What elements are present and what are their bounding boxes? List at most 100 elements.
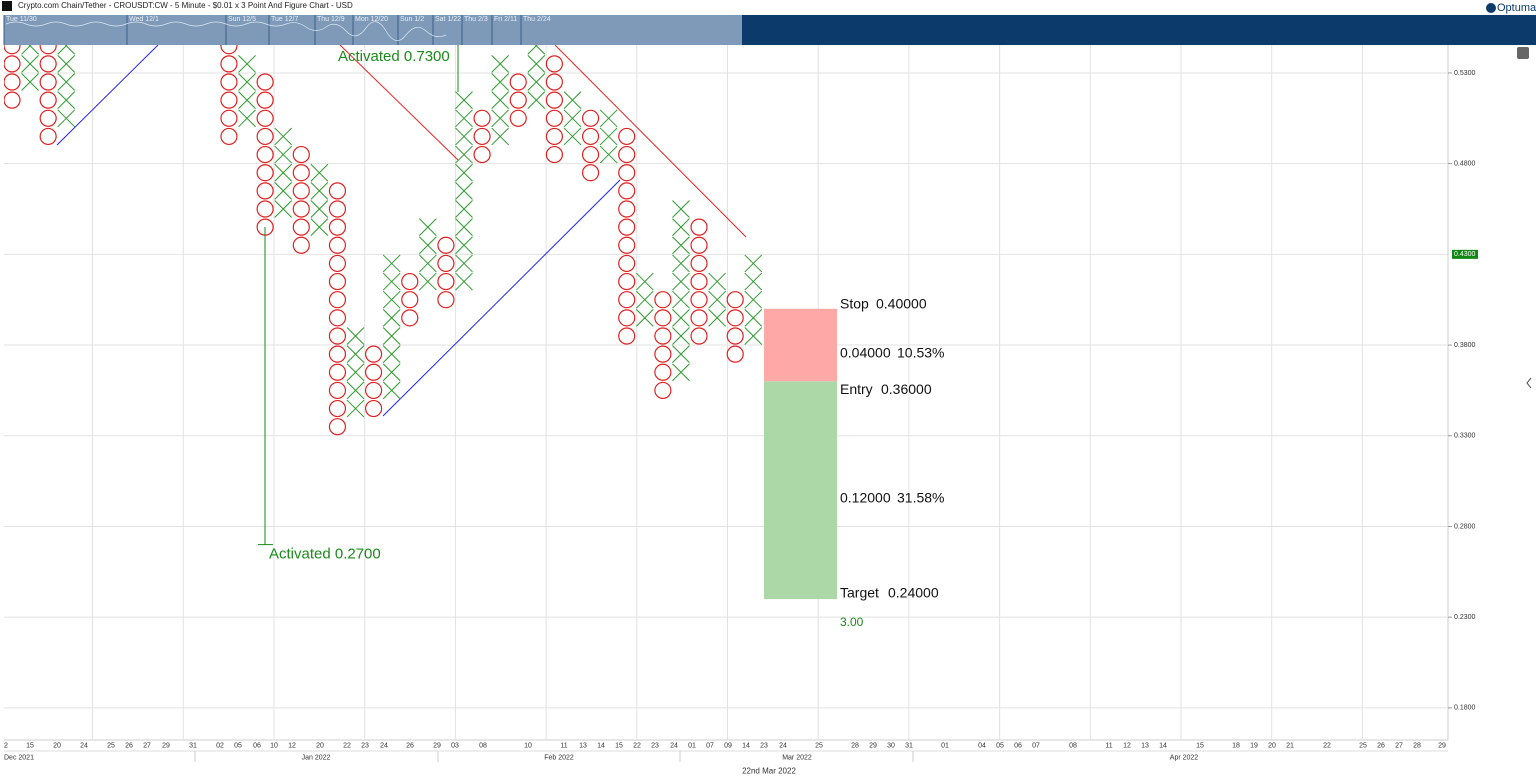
position-text: 0.40000 [876, 295, 927, 311]
o-box [401, 272, 419, 291]
x-box [346, 327, 365, 345]
o-column [256, 73, 274, 236]
x-tick-label: 29 [162, 742, 170, 749]
o-box [618, 254, 636, 273]
x-tick-label: 12 [1123, 742, 1131, 749]
o-box [365, 345, 383, 363]
o-box [545, 145, 564, 164]
o-box [509, 109, 527, 127]
x-box [382, 327, 401, 345]
position-text: Target [840, 585, 879, 601]
cursor-date: 22nd Mar 2022 [742, 767, 796, 776]
x-column [708, 272, 726, 327]
position-text: 0.12000 [840, 490, 891, 506]
x-tick-label: 10 [524, 742, 532, 749]
x-box [346, 345, 365, 363]
x-box [527, 91, 546, 110]
x-tick-label: 25 [1359, 742, 1367, 749]
lock-button[interactable] [1517, 47, 1529, 59]
o-box [328, 254, 347, 273]
o-box [365, 363, 383, 381]
o-column [328, 182, 347, 436]
o-box [256, 73, 274, 91]
o-box [4, 45, 21, 55]
x-tick-label: 11 [560, 742, 567, 749]
x-tick-label: 03 [451, 742, 459, 749]
o-box [618, 182, 636, 200]
x-tick-label: 01 [688, 742, 696, 749]
x-box [382, 363, 401, 382]
x-tick-label: 20 [53, 742, 61, 749]
x-tick-label: 23 [651, 742, 659, 749]
x-box [455, 163, 473, 182]
x-box [744, 327, 763, 345]
app-icon [2, 1, 12, 11]
x-tick-label: 24 [779, 742, 787, 749]
nav-label: Tue 11/30 [6, 16, 37, 23]
x-box [455, 254, 473, 273]
nav-sparkline [5, 21, 447, 41]
o-box [437, 254, 455, 273]
x-box [455, 91, 473, 110]
x-tick-label: 04 [978, 742, 986, 749]
o-box [726, 345, 744, 363]
x-box [672, 236, 690, 255]
o-box [220, 55, 238, 73]
side-panel-toggle[interactable] [1526, 377, 1532, 389]
x-box [346, 399, 365, 418]
nav-label: Sun 1/2 [400, 16, 424, 23]
nav-label: Fri 2/11 [494, 16, 517, 23]
x-box [382, 381, 401, 400]
o-box [581, 145, 600, 164]
month-label: Dec 2021 [4, 754, 34, 761]
x-box [491, 91, 510, 110]
position-text: Entry [840, 381, 873, 397]
x-box [635, 272, 654, 291]
o-box [690, 236, 708, 254]
x-tick-label: 23 [760, 742, 768, 749]
o-box [690, 309, 708, 327]
x-tick-label: 26 [406, 742, 414, 749]
o-column [473, 109, 491, 164]
x-box [238, 55, 256, 73]
x-tick-label: 22 [343, 742, 351, 749]
x-box [672, 218, 690, 236]
x-tick-label: 31 [189, 742, 197, 749]
x-box [744, 272, 763, 291]
o-box [256, 127, 274, 146]
o-box [328, 182, 347, 200]
position-text: 3.00 [840, 615, 864, 629]
brand-logo [1486, 3, 1496, 13]
y-tick-label: 0.5300 [1454, 70, 1476, 77]
x-box [238, 91, 256, 110]
month-label: Feb 2022 [544, 754, 574, 761]
y-tick-label: 0.2800 [1454, 523, 1476, 530]
x-box [274, 182, 293, 200]
o-column [654, 291, 672, 400]
x-box [672, 345, 690, 363]
o-box [618, 200, 636, 218]
o-box [618, 164, 636, 182]
o-box [690, 272, 708, 291]
o-box [401, 309, 419, 327]
o-box [292, 200, 310, 218]
o-box [256, 91, 274, 109]
o-box [473, 145, 491, 164]
x-tick-label: 26 [125, 742, 133, 749]
o-box [220, 73, 238, 91]
x-column [599, 109, 618, 164]
x-tick-label: 28 [851, 742, 859, 749]
x-box [708, 272, 726, 291]
x-tick-label: 09 [724, 742, 732, 749]
o-box [256, 182, 274, 200]
x-tick-label: 24 [670, 742, 678, 749]
x-tick-label: 28 [1413, 742, 1421, 749]
x-box [563, 109, 582, 128]
x-box [238, 109, 256, 128]
o-box [654, 291, 672, 309]
x-tick-label: 19 [1250, 742, 1258, 749]
x-tick-label: 14 [742, 742, 750, 749]
x-box [563, 91, 582, 110]
x-column [672, 200, 690, 382]
